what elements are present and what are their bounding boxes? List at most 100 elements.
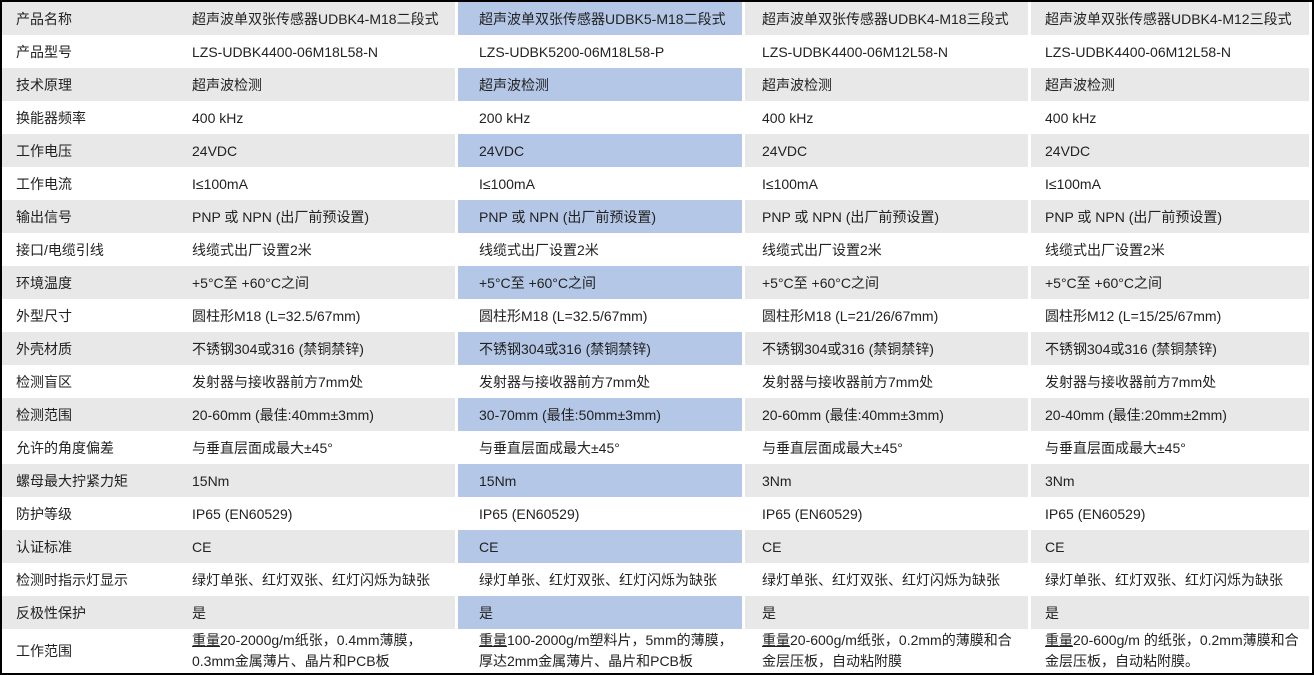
spec-cell: 3Nm [742,464,1028,497]
row-label: 接口/电缆引线 [2,233,173,266]
table-row: 反极性保护是是是是 [2,596,1312,629]
spec-cell: 圆柱形M12 (L=15/25/67mm) [1028,299,1312,332]
spec-cell: I≤100mA [173,167,455,200]
row-label: 防护等级 [2,497,173,530]
spec-cell: I≤100mA [742,167,1028,200]
spec-cell: LZS-UDBK4400-06M12L58-N [1028,35,1312,68]
row-label: 外型尺寸 [2,299,173,332]
row-label: 外壳材质 [2,332,173,365]
spec-cell: 超声波检测 [455,68,742,101]
spec-cell: 是 [455,596,742,629]
spec-cell: CE [455,530,742,563]
spec-cell: 超声波单双张传感器UDBK4-M18三段式 [742,2,1028,35]
row-label: 产品名称 [2,2,173,35]
row-label: 允许的角度偏差 [2,431,173,464]
spec-cell: 是 [173,596,455,629]
table-row: 技术原理 超声波检测 超声波检测 超声波检测 超声波检测 [2,68,1312,101]
table-row: 外型尺寸 圆柱形M18 (L=32.5/67mm) 圆柱形M18 (L=32.5/6… [2,299,1312,332]
spec-cell: 线缆式出厂设置2米 [1028,233,1312,266]
row-label: 检测范围 [2,398,173,431]
row-label: 检测时指示灯显示 [2,563,173,596]
spec-cell: 15Nm [173,464,455,497]
spec-cell: 是 [742,596,1028,629]
spec-cell: LZS-UDBK4400-06M12L58-N [742,35,1028,68]
weight-underlined-label: 重量 [479,632,507,648]
spec-cell: 15Nm [455,464,742,497]
spec-cell: 线缆式出厂设置2米 [173,233,455,266]
spec-cell: 超声波检测 [1028,68,1312,101]
table-row: 检测盲区 发射器与接收器前方7mm处 发射器与接收器前方7mm处 发射器与接收器前方7… [2,365,1312,398]
spec-cell: 与垂直层面成最大±45° [173,431,455,464]
row-label: 换能器频率 [2,101,173,134]
spec-cell: PNP 或 NPN (出厂前预设置) [742,200,1028,233]
spec-cell: 线缆式出厂设置2米 [742,233,1028,266]
row-label: 工作电压 [2,134,173,167]
spec-cell: 不锈钢304或316 (禁铜禁锌) [173,332,455,365]
spec-cell: 20-40mm (最佳:20mm±2mm) [1028,398,1312,431]
work-range-text: 20-600g/m纸张，0.2mm的薄膜和合金层压板，自动粘附膜 [762,632,1012,669]
row-label: 认证标准 [2,530,173,563]
work-range-cell: 重量20-2000g/m纸张，0.4mm薄膜，0.3mm金属薄片、晶片和PCB板 [192,630,447,672]
spec-cell: 200 kHz [455,101,742,134]
spec-cell: 重量20-600g/m 的纸张，0.2mm薄膜和合金层压板，自动粘附膜。 [1028,629,1312,673]
row-label: 检测盲区 [2,365,173,398]
work-range-cell: 重量20-600g/m 的纸张，0.2mm薄膜和合金层压板，自动粘附膜。 [1045,630,1301,672]
spec-cell: 与垂直层面成最大±45° [742,431,1028,464]
spec-cell: 发射器与接收器前方7mm处 [455,365,742,398]
row-label: 环境温度 [2,266,173,299]
weight-underlined-label: 重量 [1045,632,1073,648]
table-row: 接口/电缆引线 线缆式出厂设置2米 线缆式出厂设置2米 线缆式出厂设置2米 线缆式出厂设… [2,233,1312,266]
spec-cell: IP65 (EN60529) [455,497,742,530]
table-row: 允许的角度偏差 与垂直层面成最大±45° 与垂直层面成最大±45° 与垂直层面成最大±… [2,431,1312,464]
spec-cell: LZS-UDBK5200-06M18L58-P [455,35,742,68]
spec-cell: 24VDC [1028,134,1312,167]
table-row: 工作电流 I≤100mA I≤100mA I≤100mA I≤100mA [2,167,1312,200]
spec-cell: 绿灯单张、红灯双张、红灯闪烁为缺张 [173,563,455,596]
work-range-cell: 重量100-2000g/m塑料片，5mm的薄膜，厚达2mm金属薄片、晶片和PCB… [479,630,734,672]
spec-cell: IP65 (EN60529) [173,497,455,530]
spec-cell: 是 [1028,596,1312,629]
spec-cell: 与垂直层面成最大±45° [455,431,742,464]
spec-cell: IP65 (EN60529) [742,497,1028,530]
row-label: 技术原理 [2,68,173,101]
spec-cell: 绿灯单张、红灯双张、红灯闪烁为缺张 [742,563,1028,596]
spec-cell: 24VDC [173,134,455,167]
spec-cell: 400 kHz [1028,101,1312,134]
spec-cell: 不锈钢304或316 (禁铜禁锌) [455,332,742,365]
table-row: 螺母最大拧紧力矩 15Nm 15Nm 3Nm 3Nm [2,464,1312,497]
spec-cell: 不锈钢304或316 (禁铜禁锌) [1028,332,1312,365]
table-row: 检测范围 20-60mm (最佳:40mm±3mm) 30-70mm (最佳:50m… [2,398,1312,431]
spec-cell: CE [1028,530,1312,563]
spec-cell: 发射器与接收器前方7mm处 [742,365,1028,398]
table-row: 工作电压 24VDC 24VDC 24VDC 24VDC [2,134,1312,167]
spec-cell: PNP 或 NPN (出厂前预设置) [1028,200,1312,233]
table-row: 工作范围 重量20-2000g/m纸张，0.4mm薄膜，0.3mm金属薄片、晶片和… [2,629,1312,673]
spec-cell: 超声波单双张传感器UDBK4-M18二段式 [173,2,455,35]
table-row: 外壳材质 不锈钢304或316 (禁铜禁锌) 不锈钢304或316 (禁铜禁锌) 不锈… [2,332,1312,365]
weight-underlined-label: 重量 [192,632,220,648]
spec-cell: 圆柱形M18 (L=21/26/67mm) [742,299,1028,332]
table-row: 输出信号 PNP 或 NPN (出厂前预设置) PNP 或 NPN (出厂前预设置)… [2,200,1312,233]
row-label: 工作电流 [2,167,173,200]
spec-cell: 24VDC [742,134,1028,167]
spec-cell: 超声波检测 [742,68,1028,101]
row-label: 产品型号 [2,35,173,68]
spec-cell: 线缆式出厂设置2米 [455,233,742,266]
spec-cell: 24VDC [455,134,742,167]
spec-cell: +5°C至 +60°C之间 [1028,266,1312,299]
work-range-text: 20-600g/m 的纸张，0.2mm薄膜和合金层压板，自动粘附膜。 [1045,632,1299,669]
spec-cell: LZS-UDBK4400-06M18L58-N [173,35,455,68]
row-label: 反极性保护 [2,596,173,629]
table-row: 环境温度 +5°C至 +60°C之间 +5°C至 +60°C之间 +5°C至 +60°… [2,266,1312,299]
work-range-cell: 重量20-600g/m纸张，0.2mm的薄膜和合金层压板，自动粘附膜 [762,630,1020,672]
table-row: 产品名称 超声波单双张传感器UDBK4-M18二段式 超声波单双张传感器UDBK5-… [2,2,1312,35]
spec-cell: 不锈钢304或316 (禁铜禁锌) [742,332,1028,365]
table-row: 换能器频率 400 kHz 200 kHz 400 kHz 400 kHz [2,101,1312,134]
spec-cell: 绿灯单张、红灯双张、红灯闪烁为缺张 [455,563,742,596]
spec-cell: 重量20-600g/m纸张，0.2mm的薄膜和合金层压板，自动粘附膜 [742,629,1028,673]
row-label: 输出信号 [2,200,173,233]
table-row: 产品型号 LZS-UDBK4400-06M18L58-N LZS-UDBK5200-… [2,35,1312,68]
spec-cell: 20-60mm (最佳:40mm±3mm) [173,398,455,431]
spec-cell: I≤100mA [455,167,742,200]
